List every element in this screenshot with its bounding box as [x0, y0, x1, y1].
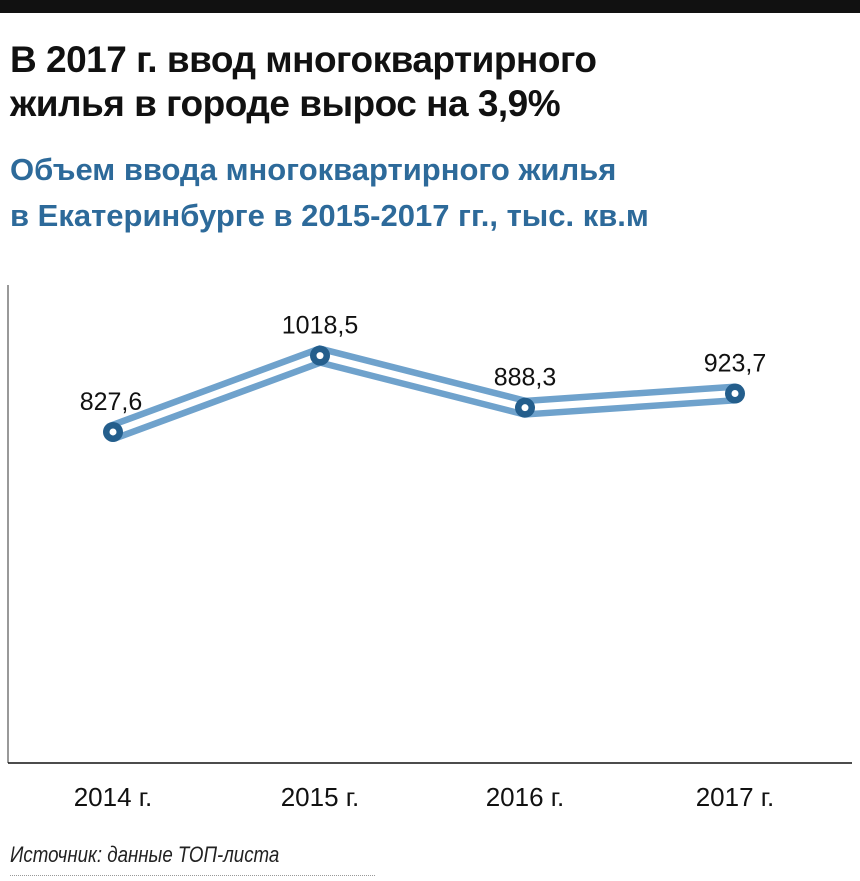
data-label: 1018,5: [282, 312, 358, 340]
subtitle-line-1: Объем ввода многоквартирного жилья: [10, 152, 617, 187]
headline-line-1: В 2017 г. ввод многоквартирного: [10, 39, 597, 80]
data-point-marker-center: [521, 404, 529, 412]
series-line-outer: [109, 345, 736, 442]
data-point-marker-center: [109, 428, 117, 436]
chart-headline: В 2017 г. ввод многоквартирного жилья в …: [10, 38, 597, 126]
data-label: 827,6: [80, 388, 143, 416]
chart-subtitle: Объем ввода многоквартирного жилья в Ека…: [10, 147, 649, 239]
data-point-marker-center: [316, 352, 324, 360]
x-tick-label: 2016 г.: [486, 782, 565, 812]
data-label: 888,3: [494, 364, 557, 392]
x-tick-label: 2017 г.: [696, 782, 775, 812]
x-tick-label: 2014 г.: [74, 782, 153, 812]
source-divider: [10, 875, 375, 876]
source-note: Источник: данные ТОП-листа: [10, 842, 280, 867]
data-label: 923,7: [704, 350, 767, 378]
x-tick-label: 2015 г.: [281, 782, 360, 812]
data-point-marker-center: [731, 390, 739, 398]
headline-line-2: жилья в городе вырос на 3,9%: [10, 83, 561, 124]
series-line-inner: [111, 351, 736, 436]
subtitle-line-2: в Екатеринбурге в 2015-2017 гг., тыс. кв…: [10, 198, 649, 233]
top-bar: [0, 0, 860, 13]
